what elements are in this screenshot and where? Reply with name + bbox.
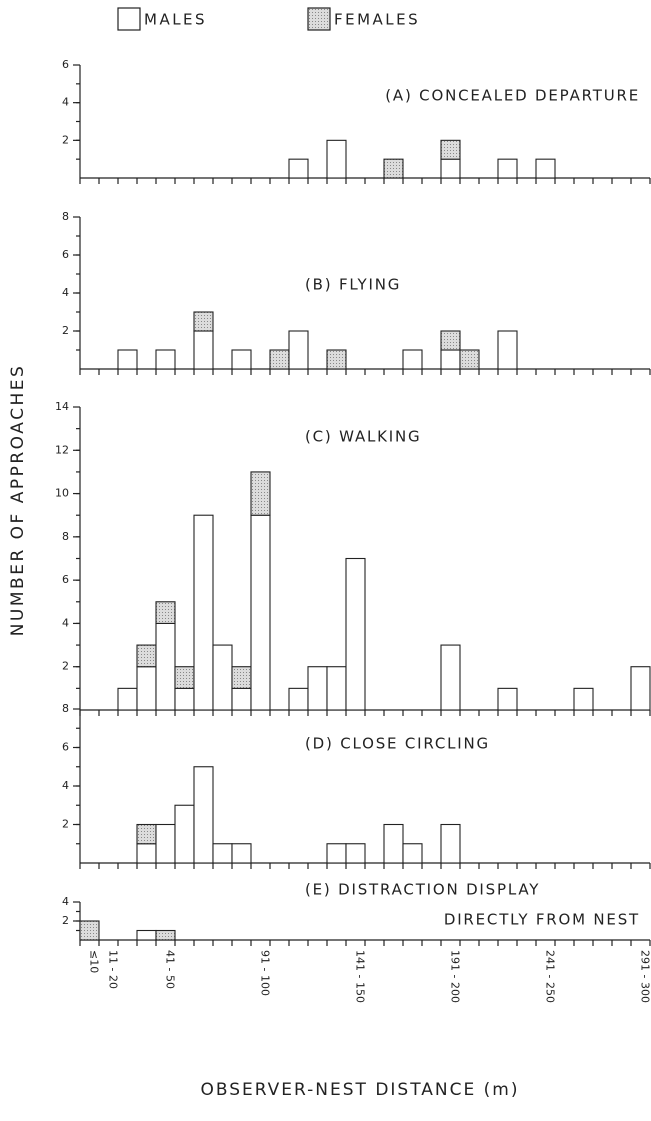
bar-segment bbox=[212, 644, 233, 711]
bar-segment bbox=[212, 843, 233, 864]
bar-segment bbox=[136, 843, 157, 864]
bar-segment bbox=[136, 644, 157, 668]
bar-segment bbox=[136, 929, 157, 941]
bar-segment bbox=[136, 823, 157, 845]
bar-segment bbox=[193, 514, 214, 711]
bar-segment bbox=[440, 349, 461, 370]
bar-segment bbox=[155, 349, 176, 370]
bar-segment bbox=[440, 139, 461, 160]
y-tick-label: 4 bbox=[62, 895, 69, 908]
bar-segment bbox=[383, 823, 404, 864]
x-tick-label: 41 - 50 bbox=[164, 950, 177, 989]
bar-segment bbox=[440, 158, 461, 179]
bar-segment bbox=[79, 920, 100, 941]
y-tick-label: 4 bbox=[62, 96, 69, 109]
bar-segment bbox=[174, 687, 195, 711]
legend-swatch bbox=[307, 7, 331, 31]
bar-segment bbox=[535, 158, 556, 179]
bar-segment bbox=[193, 766, 214, 864]
panel-title: (C) WALKING bbox=[305, 428, 421, 446]
bar-segment bbox=[117, 687, 138, 711]
x-tick-label: 141 - 150 bbox=[354, 950, 367, 1003]
bar-segment bbox=[250, 514, 271, 711]
bar-segment bbox=[326, 349, 347, 370]
y-tick-label: 2 bbox=[62, 818, 69, 831]
bar-segment bbox=[326, 666, 347, 711]
bar-segment bbox=[193, 330, 214, 370]
x-tick-label: 291 - 300 bbox=[639, 950, 651, 1003]
bar-segment bbox=[440, 330, 461, 351]
y-tick-label: 2 bbox=[62, 660, 69, 673]
bar-segment bbox=[345, 843, 366, 864]
bar-segment bbox=[193, 311, 214, 332]
panel-title: DIRECTLY FROM NEST bbox=[444, 911, 640, 929]
y-tick-label: 6 bbox=[62, 248, 69, 261]
bar-segment bbox=[174, 666, 195, 689]
y-axis-title: NUMBER OF APPROACHES bbox=[8, 364, 28, 637]
x-tick-label: ≤10 bbox=[88, 950, 101, 973]
bar-segment bbox=[459, 349, 480, 370]
bar-segment bbox=[497, 158, 518, 179]
y-tick-label: 2 bbox=[62, 914, 69, 927]
bar-segment bbox=[155, 929, 176, 941]
y-tick-label: 10 bbox=[55, 487, 69, 500]
x-tick-label: 241 - 250 bbox=[544, 950, 557, 1003]
x-tick-label: 191 - 200 bbox=[449, 950, 462, 1003]
x-tick-label: 11 - 20 bbox=[107, 950, 120, 989]
y-tick-label: 8 bbox=[62, 210, 69, 223]
bar-segment bbox=[136, 666, 157, 711]
bar-segment bbox=[440, 644, 461, 711]
y-tick-label: 6 bbox=[62, 58, 69, 71]
bar-segment bbox=[231, 843, 252, 864]
legend-label: FEMALES bbox=[334, 11, 420, 29]
bar-segment bbox=[573, 687, 594, 711]
bar-segment bbox=[326, 139, 347, 179]
y-tick-label: 6 bbox=[62, 573, 69, 586]
bar-segment bbox=[326, 843, 347, 864]
bar-segment bbox=[155, 622, 176, 711]
bar-segment bbox=[497, 687, 518, 711]
bar-segment bbox=[307, 666, 328, 711]
bar-segment bbox=[383, 158, 404, 179]
y-tick-label: 12 bbox=[55, 443, 69, 456]
y-tick-label: 4 bbox=[62, 616, 69, 629]
legend-label: MALES bbox=[144, 11, 207, 29]
bar-segment bbox=[269, 349, 290, 370]
bar-segment bbox=[231, 687, 252, 711]
bar-segment bbox=[345, 557, 366, 711]
bar-segment bbox=[231, 666, 252, 689]
panel-title: (A) CONCEALED DEPARTURE bbox=[385, 87, 640, 105]
bar-segment bbox=[117, 349, 138, 370]
legend-swatch bbox=[117, 7, 141, 31]
bar-segment bbox=[402, 843, 423, 864]
bar-segment bbox=[155, 823, 176, 864]
x-tick-label: 91 - 100 bbox=[259, 950, 272, 996]
bar-segment bbox=[630, 666, 651, 711]
bar-segment bbox=[174, 804, 195, 864]
y-tick-label: 4 bbox=[62, 779, 69, 792]
y-tick-label: 4 bbox=[62, 286, 69, 299]
bar-segment bbox=[440, 823, 461, 864]
panel-title: (E) DISTRACTION DISPLAY bbox=[305, 881, 540, 899]
bar-segment bbox=[288, 158, 309, 179]
y-tick-label: 8 bbox=[62, 530, 69, 543]
panel-title: (B) FLYING bbox=[305, 276, 401, 294]
bar-segment bbox=[288, 687, 309, 711]
bar-segment bbox=[231, 349, 252, 370]
x-axis-title: OBSERVER-NEST DISTANCE (m) bbox=[201, 1080, 520, 1100]
panel-title: (D) CLOSE CIRCLING bbox=[305, 735, 490, 753]
bar-segment bbox=[288, 330, 309, 370]
y-tick-label: 2 bbox=[62, 324, 69, 337]
bar-segment bbox=[497, 330, 518, 370]
y-tick-label: 14 bbox=[55, 400, 69, 413]
bar-segment bbox=[155, 601, 176, 624]
y-tick-label: 2 bbox=[62, 133, 69, 146]
y-tick-label: 8 bbox=[62, 702, 69, 715]
bar-segment bbox=[250, 471, 271, 516]
bar-segment bbox=[402, 349, 423, 370]
y-tick-label: 6 bbox=[62, 741, 69, 754]
